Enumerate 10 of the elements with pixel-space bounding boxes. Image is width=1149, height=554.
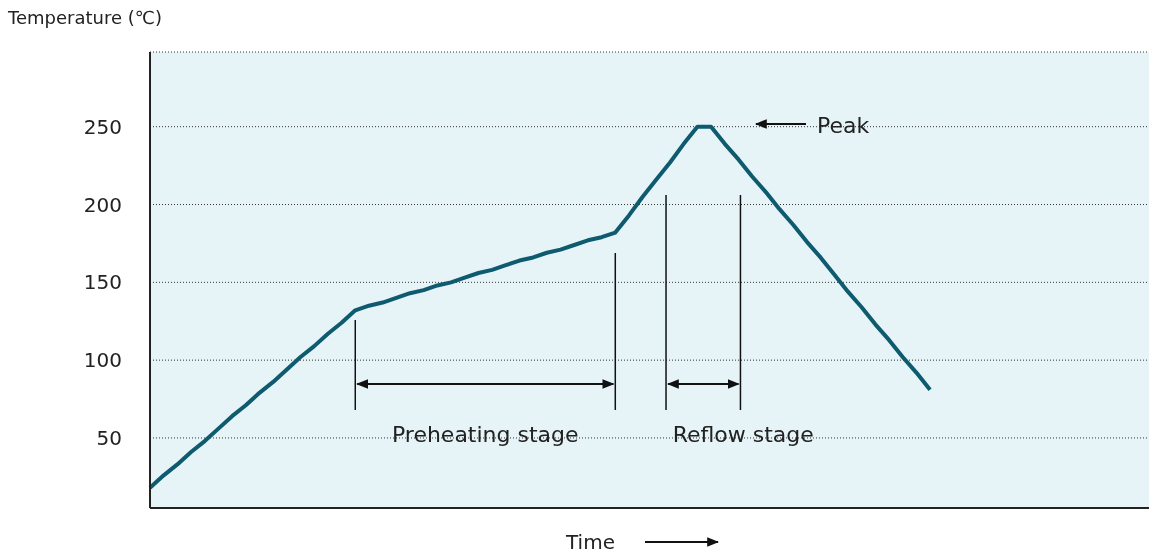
y-axis-title: Temperature (℃) xyxy=(7,7,163,28)
y-tick-label: 250 xyxy=(83,114,122,139)
y-tick-label: 150 xyxy=(83,270,122,295)
annotation: Preheating stage xyxy=(391,422,579,447)
annotation: Reflow stage xyxy=(672,422,814,447)
y-tick-label: 100 xyxy=(83,348,122,373)
x-axis-title: Time xyxy=(565,530,615,554)
y-tick-label: 50 xyxy=(96,426,122,451)
y-tick-label: 200 xyxy=(83,192,122,217)
annotation: Peak xyxy=(817,113,870,138)
